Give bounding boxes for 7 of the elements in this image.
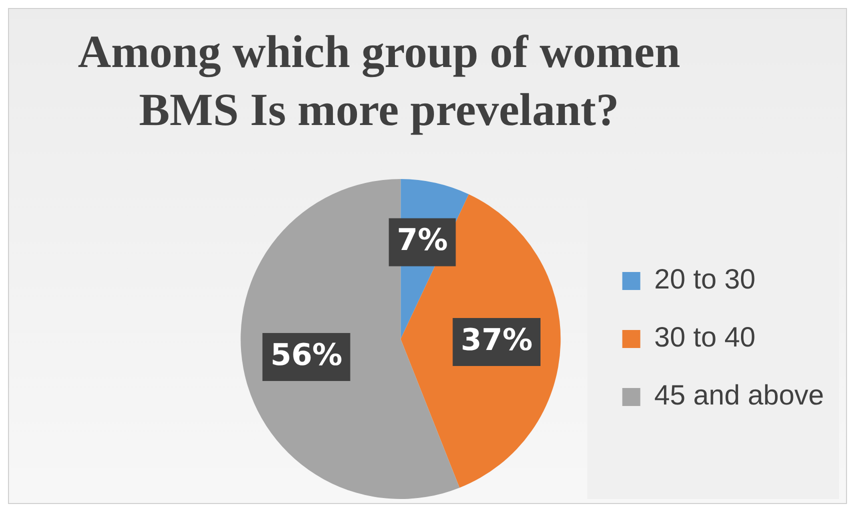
- legend-label: 20 to 30: [654, 264, 756, 295]
- chart-title: Among which group of women BMS Is more prevelant?: [76, 25, 682, 137]
- data-label: 56%: [270, 338, 342, 373]
- legend-label: 45 and above: [654, 380, 824, 411]
- data-label: 37%: [460, 322, 533, 358]
- data-label: 7%: [396, 222, 448, 258]
- legend-label: 30 to 40: [654, 322, 756, 353]
